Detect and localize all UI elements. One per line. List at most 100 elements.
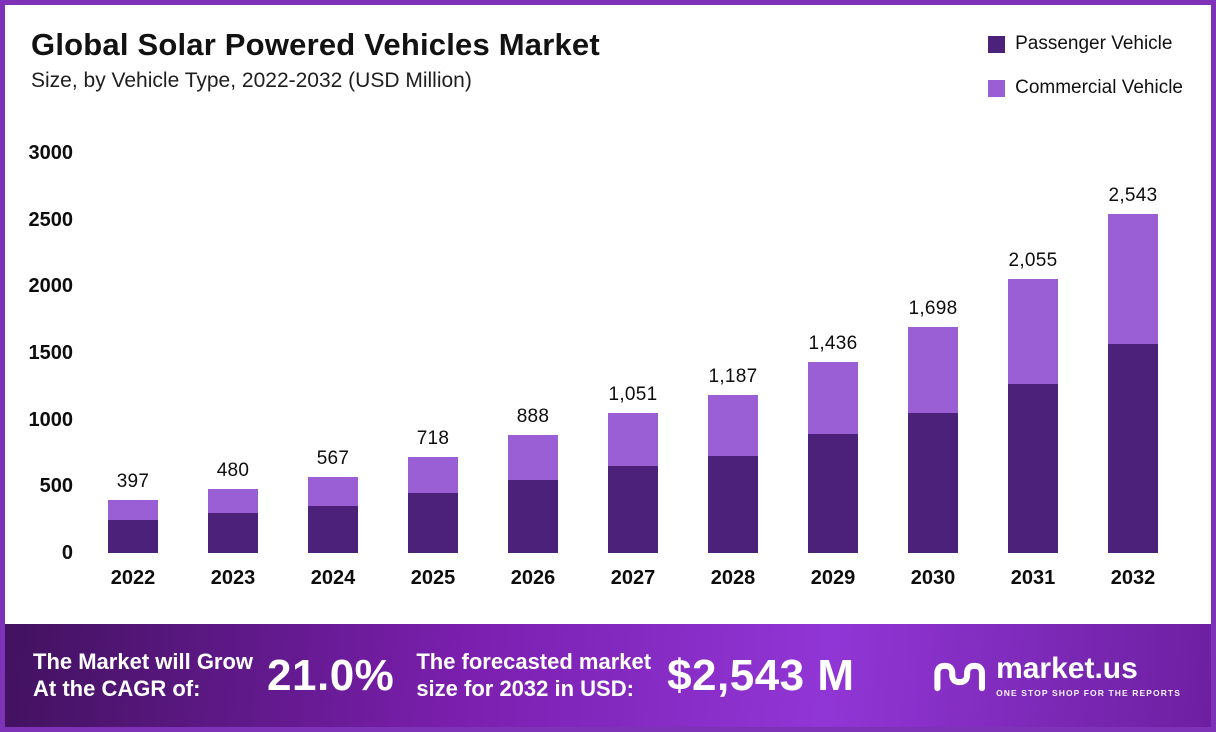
bar-column-2031: 2,055 2031 xyxy=(983,153,1083,590)
y-tick-label: 3000 xyxy=(28,142,74,164)
bar-2031: 2,055 xyxy=(983,153,1083,553)
bar-segment-commercial xyxy=(508,434,558,480)
bar-total-label: 480 xyxy=(216,460,250,481)
plot-area: 397 2022 480 2023 567 2024 718 2025 888 2026 1,051… xyxy=(83,153,1183,590)
bar-column-2025: 718 2025 xyxy=(383,153,483,590)
x-axis-label: 2028 xyxy=(710,567,756,589)
chart-subtitle: Size, by Vehicle Type, 2022-2032 (USD Mi… xyxy=(31,69,472,92)
bar-segment-passenger xyxy=(908,413,958,553)
bar-segment-commercial xyxy=(1108,213,1158,344)
x-axis-label: 2029 xyxy=(810,567,856,589)
bar-segment-commercial xyxy=(708,394,758,456)
bar-total-label: 1,698 xyxy=(908,297,958,319)
forecast-label-line1: The forecasted market xyxy=(416,649,652,675)
bar-total-label: 718 xyxy=(416,428,450,450)
bar-segment-passenger xyxy=(508,479,558,553)
bar-column-2028: 1,187 2028 xyxy=(683,153,783,590)
bar-column-2027: 1,051 2027 xyxy=(583,153,683,590)
cagr-label-line1: The Market will Grow xyxy=(33,649,254,675)
bar-segment-passenger xyxy=(708,455,758,553)
bar-segment-commercial xyxy=(908,326,958,413)
y-tick-label: 1000 xyxy=(28,408,74,431)
footer-banner: The Market will Grow At the CAGR of: 21.… xyxy=(5,624,1211,727)
bar-column-2032: 2,543 2032 xyxy=(1083,153,1183,590)
bar-segment-passenger xyxy=(808,434,858,553)
bar-segment-commercial xyxy=(408,457,458,493)
x-axis-label: 2023 xyxy=(210,567,256,589)
bar-column-2024: 567 2024 xyxy=(283,153,383,590)
bar-total-label: 1,187 xyxy=(708,365,758,387)
cagr-label: The Market will Grow At the CAGR of: xyxy=(33,649,253,702)
forecast-label: The forecasted market size for 2032 in U… xyxy=(416,649,651,702)
bar-total-label: 1,436 xyxy=(808,332,858,354)
bar-total-label: 1,051 xyxy=(608,383,658,405)
x-axis-label: 2026 xyxy=(510,567,556,589)
bar-column-2026: 888 2026 xyxy=(483,153,583,590)
bar-segment-commercial xyxy=(208,489,258,513)
bar-chart: 0 500 1000 1500 2000 2500 3000 397 2022 480 2023 5… xyxy=(17,142,1183,590)
bar-column-2023: 480 2023 xyxy=(183,153,283,590)
forecast-value: $2,543 M xyxy=(667,650,855,700)
x-axis-label: 2022 xyxy=(110,567,156,589)
bar-2032: 2,543 xyxy=(1083,153,1183,553)
legend-label-passenger: Passenger Vehicle xyxy=(1015,33,1173,54)
bar-segment-passenger xyxy=(208,513,258,553)
bar-column-2030: 1,698 2030 xyxy=(883,153,983,590)
y-tick-label: 2000 xyxy=(28,275,74,298)
brand-tagline: ONE STOP SHOP FOR THE REPORTS xyxy=(996,687,1181,698)
bar-2026: 888 xyxy=(483,153,583,553)
bar-2030: 1,698 xyxy=(883,153,983,553)
y-tick-label: 0 xyxy=(61,542,73,564)
bar-segment-passenger xyxy=(308,506,358,553)
y-tick-label: 1500 xyxy=(28,342,74,364)
bar-segment-passenger xyxy=(1008,383,1058,553)
bar-total-label: 397 xyxy=(116,471,150,493)
bar-column-2029: 1,436 2029 xyxy=(783,153,883,590)
legend-swatch-passenger-icon xyxy=(988,35,1006,53)
y-tick-label: 2500 xyxy=(28,208,74,231)
legend: Passenger Vehicle Commercial Vehicle xyxy=(988,33,1183,99)
marketus-wave-icon xyxy=(934,662,986,691)
bar-segment-passenger xyxy=(608,466,658,553)
y-tick-label: 500 xyxy=(39,475,73,498)
y-axis: 0 500 1000 1500 2000 2500 3000 xyxy=(17,142,83,564)
legend-item-passenger: Passenger Vehicle xyxy=(988,33,1183,55)
bar-total-label: 888 xyxy=(516,405,550,427)
cagr-value: 21.0% xyxy=(267,650,395,700)
bar-segment-commercial xyxy=(308,477,358,507)
forecast-label-line2: size for 2032 in USD: xyxy=(416,675,634,701)
brand-text: market.us ONE STOP SHOP FOR THE REPORTS xyxy=(996,651,1181,698)
legend-label-commercial: Commercial Vehicle xyxy=(1015,77,1183,98)
bar-2022: 397 xyxy=(83,153,183,553)
x-axis-label: 2030 xyxy=(910,567,956,589)
bar-segment-passenger xyxy=(1108,343,1158,553)
bar-segment-passenger xyxy=(408,493,458,553)
bar-2027: 1,051 xyxy=(583,153,683,553)
chart-inner: 0 500 1000 1500 2000 2500 3000 397 2022 480 2023 5… xyxy=(17,142,1183,590)
brand-name: market.us xyxy=(996,651,1138,685)
bar-segment-passenger xyxy=(108,519,158,553)
legend-item-commercial: Commercial Vehicle xyxy=(988,77,1183,99)
page-title: Global Solar Powered Vehicles Market xyxy=(31,27,600,62)
bar-segment-commercial xyxy=(108,500,158,520)
bar-segment-commercial xyxy=(608,412,658,467)
legend-swatch-commercial-icon xyxy=(988,79,1006,97)
bar-total-label: 2,055 xyxy=(1008,250,1058,272)
bar-2023: 480 xyxy=(183,153,283,553)
brand-logo: market.us ONE STOP SHOP FOR THE REPORTS xyxy=(932,651,1189,698)
x-axis-label: 2032 xyxy=(1110,567,1156,589)
bar-2029: 1,436 xyxy=(783,153,883,553)
x-axis-label: 2024 xyxy=(310,567,356,589)
bar-2024: 567 xyxy=(283,153,383,553)
bar-2028: 1,187 xyxy=(683,153,783,553)
bar-segment-commercial xyxy=(1008,279,1058,384)
bar-total-label: 2,543 xyxy=(1108,184,1158,206)
x-axis-label: 2025 xyxy=(410,567,456,589)
bar-total-label: 567 xyxy=(316,448,350,470)
x-axis-label: 2027 xyxy=(610,567,656,589)
bar-segment-commercial xyxy=(808,361,858,435)
bar-column-2022: 397 2022 xyxy=(83,153,183,590)
x-axis-label: 2031 xyxy=(1010,567,1056,589)
chart-header: Global Solar Powered Vehicles Market Siz… xyxy=(31,27,600,93)
